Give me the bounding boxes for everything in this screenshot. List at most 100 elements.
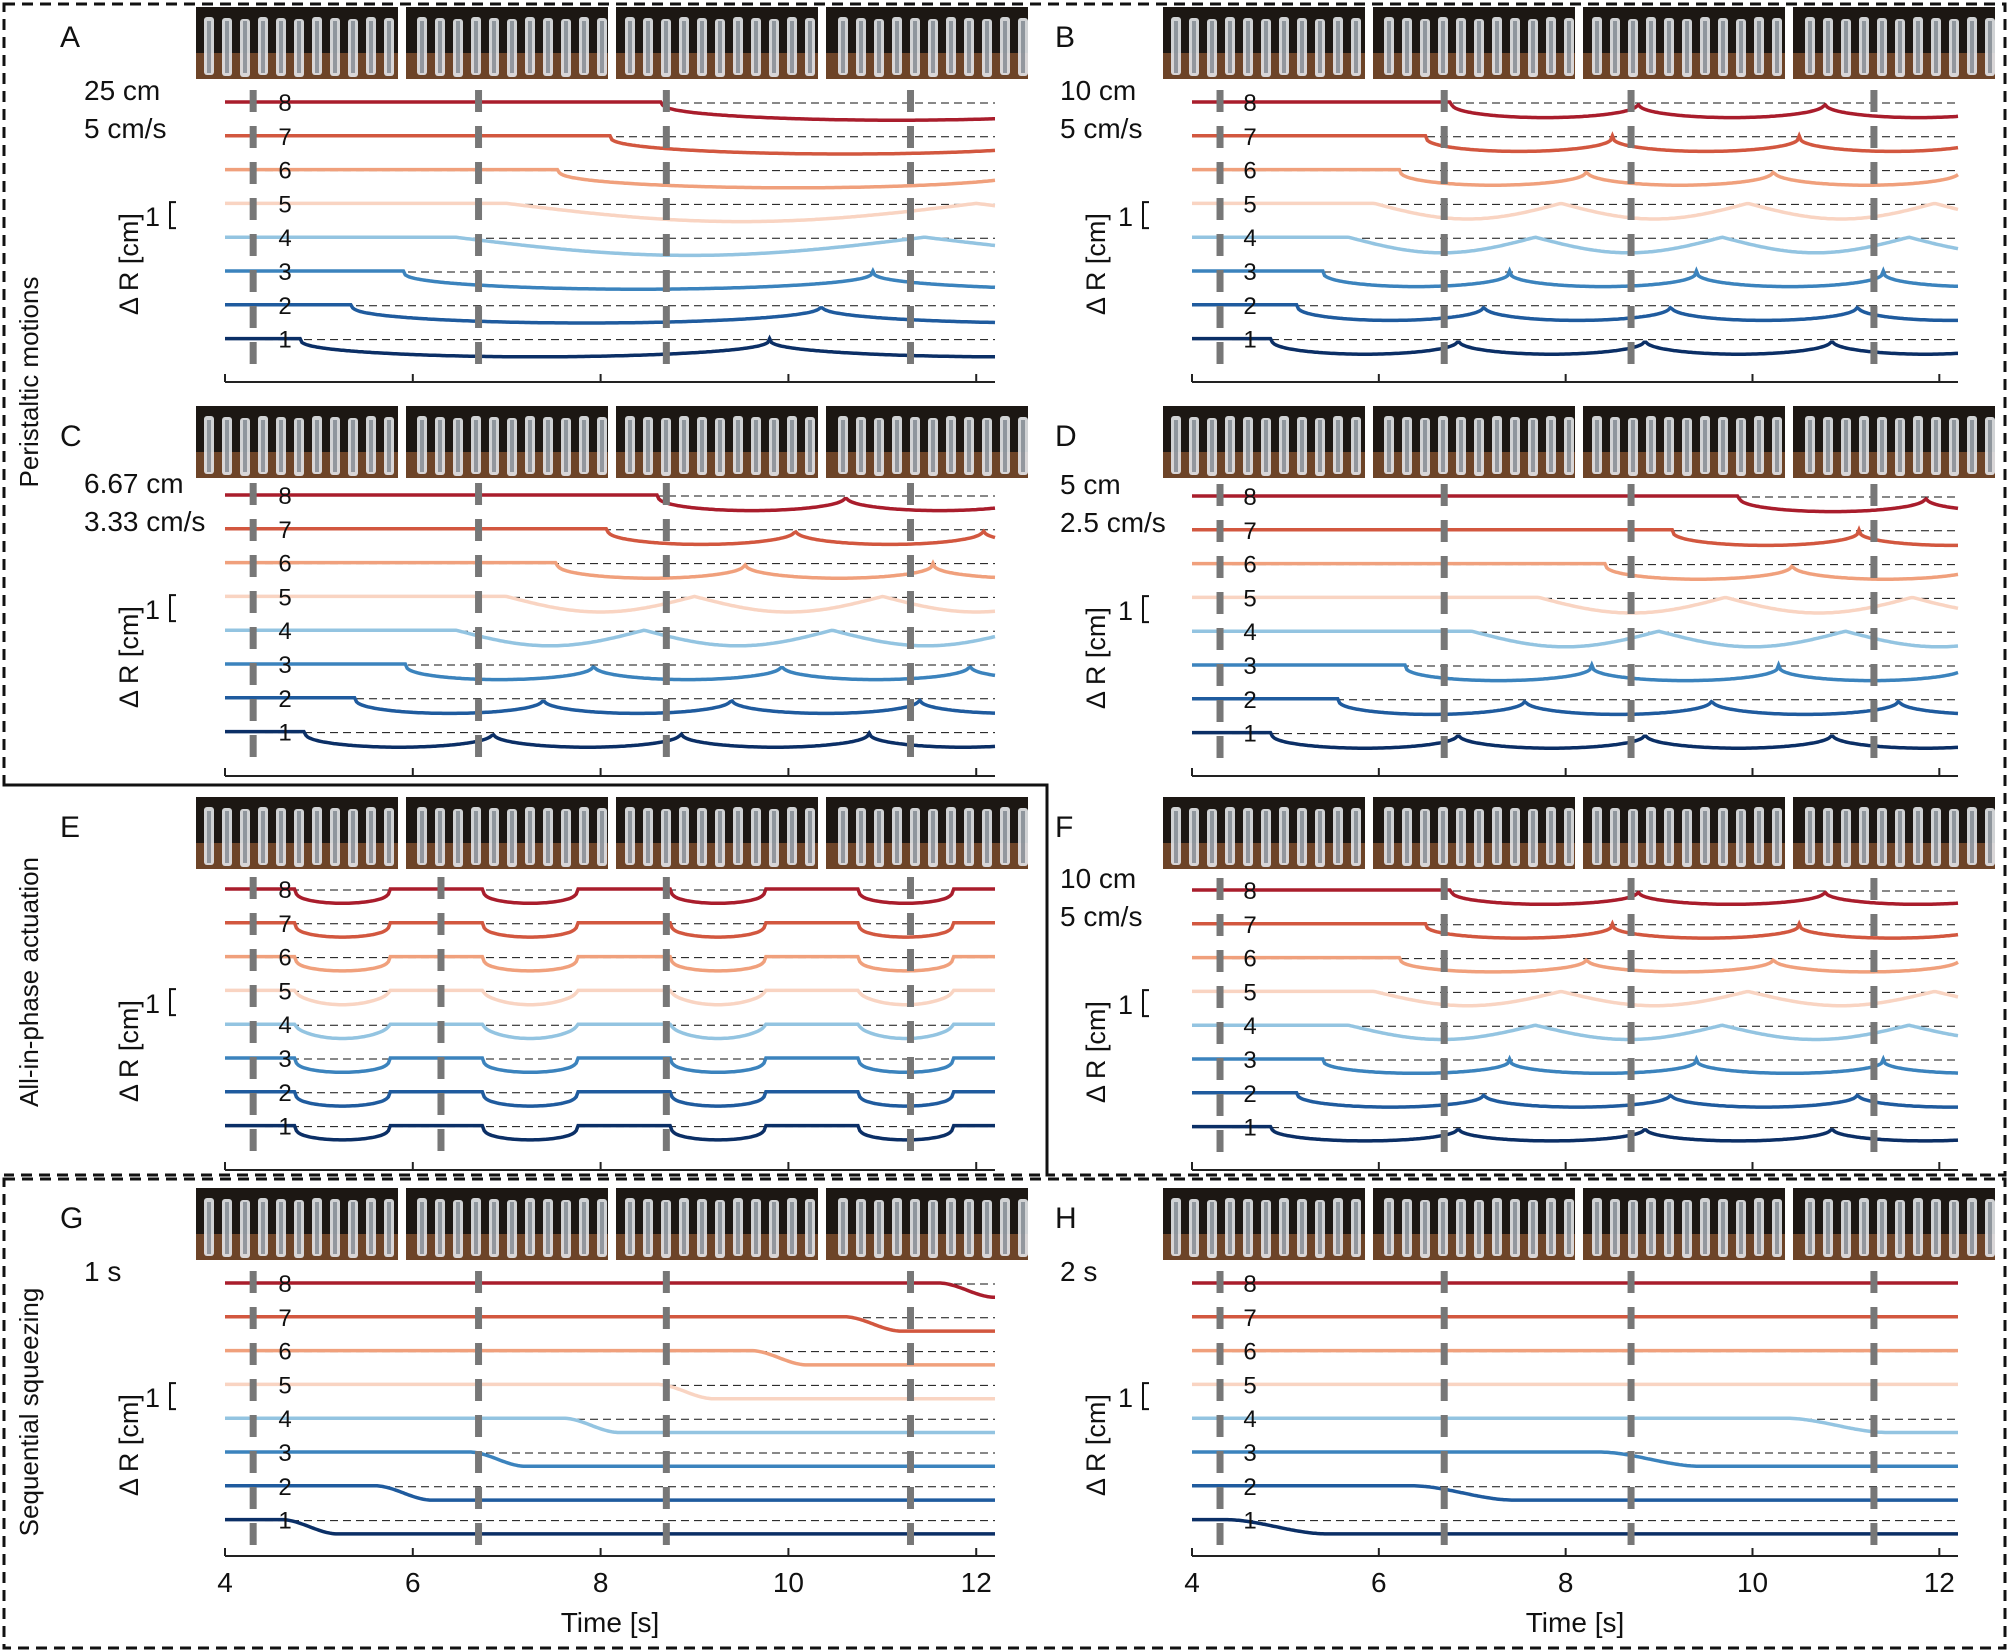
series-line-2 — [1192, 697, 1959, 717]
photo-segment-shade — [1477, 811, 1481, 863]
series-label-8: 8 — [1243, 484, 1256, 511]
photo-segment-shade — [1423, 1202, 1427, 1254]
x-tick-label: 10 — [1737, 1567, 1768, 1598]
scale-bar — [1142, 201, 1149, 230]
x-tick-label: 6 — [405, 1567, 421, 1598]
series-label-3: 3 — [278, 259, 291, 286]
photo-segment-shade — [700, 811, 704, 863]
photo-segment-shade — [1970, 21, 1974, 73]
photo-segment-shade — [387, 21, 391, 73]
series-line-7 — [225, 134, 996, 156]
photo-strip — [826, 797, 1028, 869]
photo-segment-shade — [420, 1202, 424, 1254]
photo-segment-shade — [1862, 420, 1866, 472]
photo-segment-shade — [564, 21, 568, 73]
photo-segment-shade — [859, 21, 863, 73]
photo-segment-shade — [1003, 420, 1007, 472]
photo-segment-shade — [1264, 21, 1268, 73]
photo-segment-shade — [628, 811, 632, 863]
photo-segment-shade — [1531, 21, 1535, 73]
photo-strip — [1793, 7, 1995, 79]
photo-segment-shade — [369, 420, 373, 472]
series-line-6 — [1192, 167, 1959, 187]
photo-segment-shade — [1228, 21, 1232, 73]
series-line-4 — [1192, 629, 1959, 649]
photo-segment-shade — [1021, 21, 1025, 73]
photo-strip — [616, 406, 818, 478]
photo-segment-shade — [1739, 420, 1743, 472]
photo-segment-shade — [1441, 420, 1445, 472]
photo-segment-shade — [1192, 21, 1196, 73]
series-label-6: 6 — [278, 945, 291, 972]
scale-bar-label: 1 — [1118, 1383, 1133, 1413]
photo-strip — [406, 406, 608, 478]
photo-segment-shade — [790, 21, 794, 73]
photo-segment-shade — [1300, 21, 1304, 73]
series-label-2: 2 — [278, 1080, 291, 1107]
series-line-8 — [225, 493, 996, 513]
photo-segment-shade — [492, 420, 496, 472]
photo-segment-shade — [1282, 811, 1286, 863]
x-tick-label: 10 — [773, 1567, 804, 1598]
photo-segment-shade — [225, 420, 229, 472]
photo-segment-shade — [1808, 811, 1812, 863]
photo-segment-shade — [600, 811, 604, 863]
series-label-5: 5 — [278, 584, 291, 611]
photo-segment-shade — [582, 420, 586, 472]
photo-segment-shade — [564, 420, 568, 472]
y-axis-label: Δ R [cm] — [1081, 607, 1111, 709]
panel-letter: F — [1055, 811, 1073, 844]
photo-segment-shade — [1021, 420, 1025, 472]
photo-segment-shade — [772, 811, 776, 863]
series-line-3 — [225, 1056, 995, 1075]
photo-segment-shade — [1721, 811, 1725, 863]
photo-segment-shade — [790, 1202, 794, 1254]
photo-segment-shade — [1282, 1202, 1286, 1254]
photo-segment-shade — [1264, 811, 1268, 863]
photo-segment-shade — [297, 420, 301, 472]
scale-bar — [169, 594, 176, 623]
photo-segment-shade — [1423, 21, 1427, 73]
photo-segment-shade — [1021, 811, 1025, 863]
photo-segment-shade — [1459, 420, 1463, 472]
series-line-2 — [1192, 1091, 1958, 1109]
photo-segment-shade — [1703, 420, 1707, 472]
photo-segment-shade — [1003, 21, 1007, 73]
photo-segment-shade — [949, 811, 953, 863]
series-line-6 — [225, 559, 996, 580]
series-line-1 — [225, 334, 995, 359]
photo-segment-shade — [1387, 1202, 1391, 1254]
photo-segment-shade — [315, 21, 319, 73]
photo-segment-shade — [1844, 811, 1848, 863]
photo-segment-shade — [754, 21, 758, 73]
panel-parameter: 3.33 cm/s — [84, 506, 205, 537]
photo-segment-shade — [1916, 811, 1920, 863]
x-tick-label: 4 — [1184, 1567, 1200, 1598]
photo-segment-shade — [985, 811, 989, 863]
photo-segment-shade — [1192, 1202, 1196, 1254]
series-label-8: 8 — [278, 483, 291, 510]
photo-segment-shade — [682, 420, 686, 472]
photo-segment-shade — [492, 811, 496, 863]
photo-segment-shade — [931, 1202, 935, 1254]
photo-segment-shade — [1808, 420, 1812, 472]
photo-segment-shade — [297, 21, 301, 73]
scale-bar-label: 1 — [145, 202, 160, 232]
photo-segment-shade — [1826, 811, 1830, 863]
photo-segment-shade — [967, 1202, 971, 1254]
photo-segment-shade — [913, 420, 917, 472]
scale-bar-label: 1 — [145, 1383, 160, 1413]
photo-segment-shade — [438, 420, 442, 472]
series-line-4 — [1192, 235, 1959, 255]
series-label-4: 4 — [1243, 1013, 1256, 1040]
photo-strip — [1163, 797, 1365, 869]
series-line-4 — [225, 235, 996, 258]
photo-segment-shade — [1387, 21, 1391, 73]
photo-strip — [1163, 406, 1365, 478]
series-label-5: 5 — [1243, 1372, 1256, 1399]
photo-segment-shade — [1757, 811, 1761, 863]
photo-segment-shade — [931, 21, 935, 73]
photo-segment-shade — [1880, 811, 1884, 863]
photo-segment-shade — [1459, 21, 1463, 73]
